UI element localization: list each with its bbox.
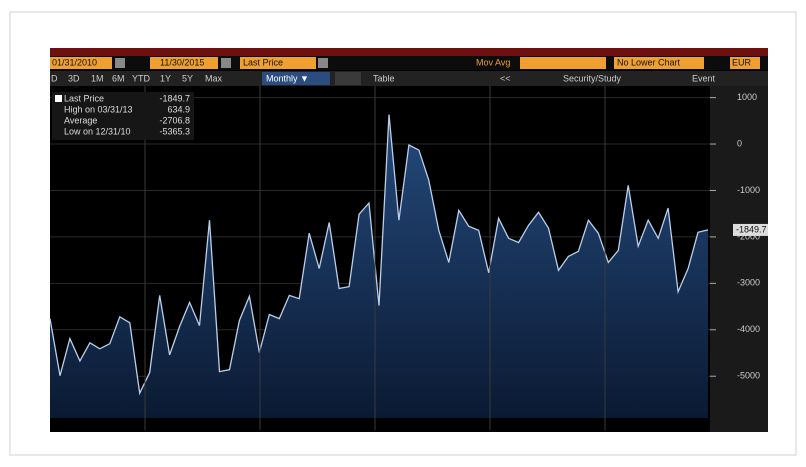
mov-avg: Mov Avg — [476, 57, 510, 67]
frequency-button[interactable] — [262, 72, 330, 85]
period-button[interactable]: 6M — [112, 73, 125, 83]
field[interactable] — [614, 57, 704, 69]
header-band — [50, 48, 768, 56]
field-name[interactable]: Last Price — [243, 57, 283, 67]
start-date[interactable]: 01/31/2010 — [52, 57, 97, 67]
period-button[interactable]: Max — [205, 73, 223, 83]
currency[interactable]: EUR — [732, 57, 752, 67]
period-button[interactable]: D — [51, 73, 58, 83]
icon[interactable] — [221, 58, 231, 68]
icon[interactable] — [318, 58, 328, 68]
period-button[interactable]: 1Y — [160, 73, 171, 83]
y-tick-label: 0 — [737, 138, 742, 148]
study-button[interactable]: Security/Study — [563, 73, 622, 83]
legend-label: Low on 12/31/10 — [64, 126, 131, 136]
period-button[interactable]: 5Y — [182, 73, 193, 83]
legend-label: Last Price — [64, 93, 104, 103]
y-tick-label: 1000 — [737, 92, 757, 102]
legend-value: -5365.3 — [159, 126, 190, 136]
y-tick-label: -4000 — [737, 324, 760, 334]
period-button[interactable]: YTD — [132, 73, 151, 83]
field[interactable] — [240, 57, 316, 69]
field[interactable] — [730, 57, 760, 69]
area — [50, 114, 708, 418]
field[interactable] — [150, 57, 218, 69]
legend-box — [52, 92, 194, 140]
y-tick-label: -5000 — [737, 371, 760, 381]
chart-type-button[interactable] — [335, 72, 361, 85]
last-value-marker — [733, 223, 768, 236]
legend-value: -2706.8 — [159, 115, 190, 125]
legend-value: -1849.7 — [159, 93, 190, 103]
period-button[interactable]: 1M — [91, 73, 104, 83]
legend-label: High on 03/31/13 — [64, 104, 133, 114]
y-tick-label: -3000 — [737, 278, 760, 288]
y-tick-label: -1000 — [737, 185, 760, 195]
icon[interactable] — [115, 58, 125, 68]
field[interactable] — [520, 57, 606, 69]
legend-value: 634.9 — [167, 104, 190, 114]
table-button[interactable]: Table — [373, 73, 395, 83]
last-value-label: -1849.7 — [736, 224, 767, 234]
end-date[interactable]: 11/30/2015 — [160, 57, 204, 67]
legend-label: Average — [64, 115, 97, 125]
legend-swatch — [55, 95, 62, 102]
event-button[interactable]: Event — [692, 73, 716, 83]
back-button[interactable]: << — [500, 73, 511, 83]
lower-chart[interactable]: No Lower Chart — [617, 57, 681, 67]
year-grid — [144, 86, 606, 430]
line — [49, 114, 709, 396]
y-tick-label: -2000 — [737, 231, 760, 241]
field[interactable] — [50, 57, 112, 69]
button-row — [50, 71, 768, 86]
axis-panel — [710, 86, 768, 432]
period-button[interactable]: 3D — [68, 73, 80, 83]
frequency[interactable]: Monthly ▼ — [266, 73, 309, 83]
